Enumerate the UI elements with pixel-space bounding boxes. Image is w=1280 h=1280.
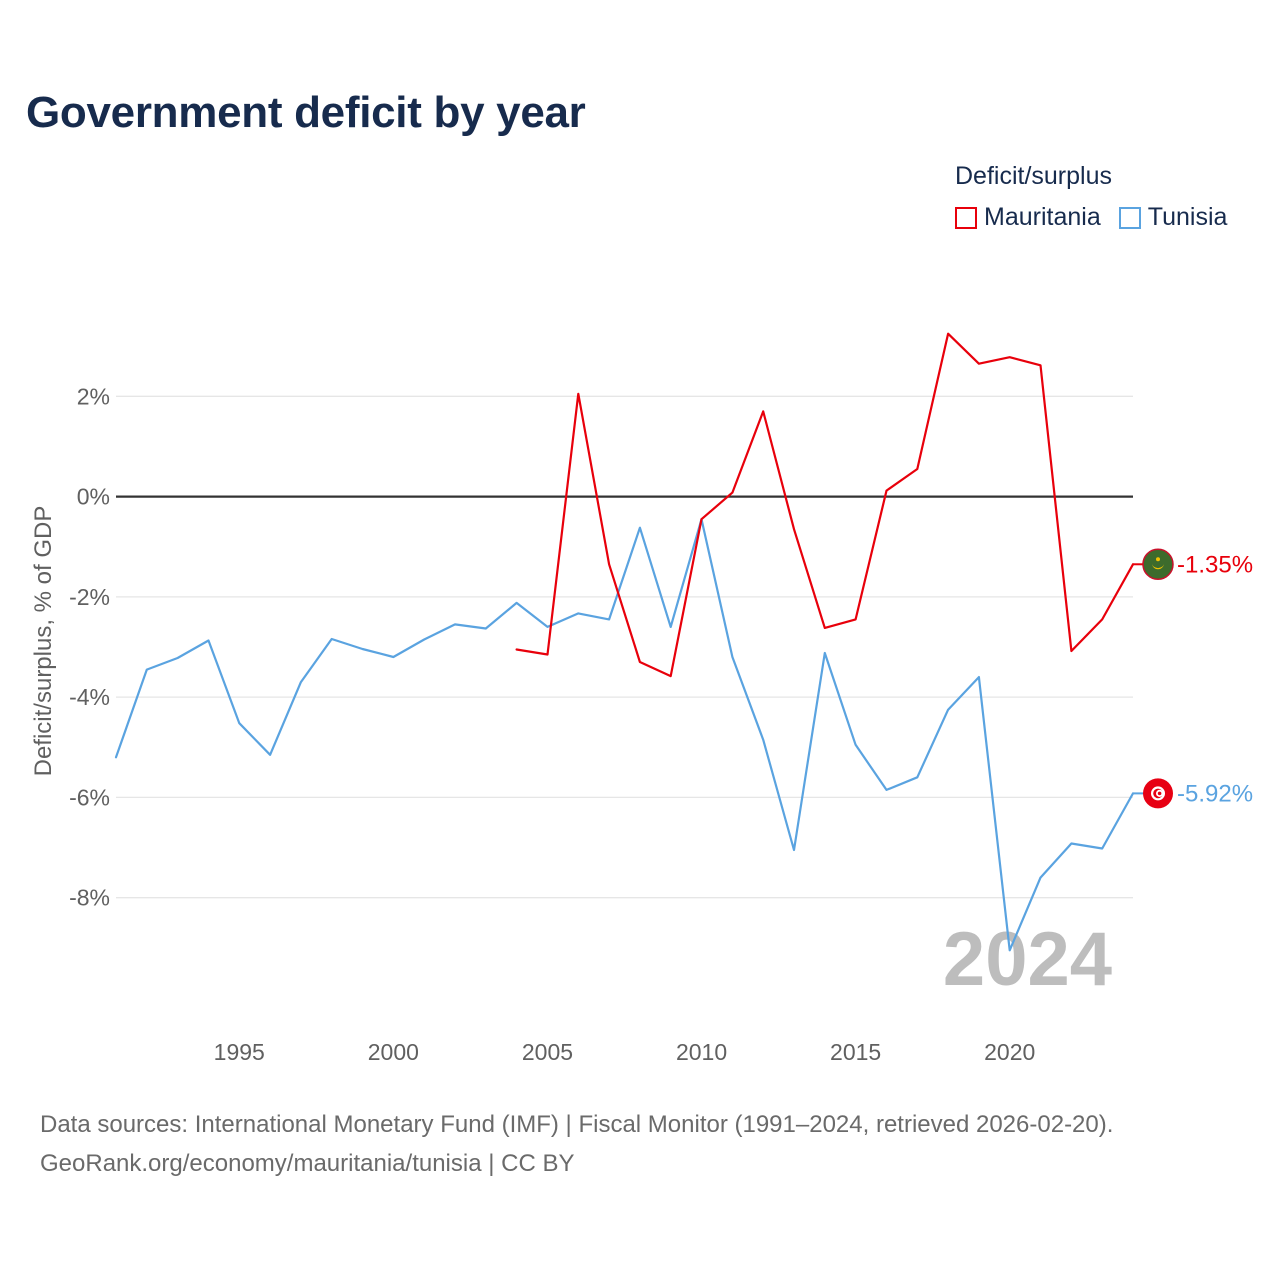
series-layer [114,332,1135,952]
flag-star [1157,791,1162,796]
flag-star [1156,557,1160,562]
source-line-1: Data sources: International Monetary Fun… [40,1111,1114,1138]
mauritania-flag-icon [1142,548,1174,581]
x-tick-label: 2015 [830,1039,881,1065]
flag-border [1142,548,1174,581]
x-tick-label: 2005 [522,1039,573,1065]
chart-title: Government deficit by year [26,88,586,137]
y-tick-label: -6% [69,784,110,810]
end-labels: -1.35% -5.92% [1133,548,1253,809]
grid-layer [116,395,1133,899]
y-tick-label: -4% [69,684,110,710]
y-tick-label: 0% [77,484,110,510]
x-axis-ticks: 1995 2000 2005 2010 2015 2020 [214,1039,1036,1065]
y-tick-label: -2% [69,584,110,610]
source-note: Data sources: International Monetary Fun… [40,1105,1113,1183]
flag-crescent [1152,563,1164,570]
legend-swatch-tunisia [1118,206,1141,229]
legend-swatch-mauritania [955,206,977,229]
flag-disc [1143,549,1173,580]
x-tick-label: 2010 [676,1039,727,1065]
y-axis-ticks: 2% 0% -2% -4% -6% -8% [69,383,110,910]
source-line-2[interactable]: GeoRank.org/economy/mauritania/tunisia |… [40,1150,575,1177]
series-line-tunisia[interactable] [114,518,1135,952]
end-value-label-tunisia: -5.92% [1177,780,1253,807]
x-tick-label: 2000 [368,1039,419,1065]
legend-item-mauritania[interactable]: Mauritania [955,203,1101,232]
x-tick-label: 2020 [984,1039,1035,1065]
series-line-mauritania[interactable] [515,332,1135,678]
end-value-label-mauritania: -1.35% [1177,551,1253,578]
year-watermark: 2024 [943,917,1112,1002]
legend: Deficit/surplus Mauritania Tunisia [955,162,1245,232]
y-axis-label: Deficit/surplus, % of GDP [30,506,57,777]
x-tick-label: 1995 [214,1039,265,1065]
tunisia-flag-icon [1143,778,1173,809]
y-tick-label: 2% [77,383,110,409]
legend-item-tunisia[interactable]: Tunisia [1118,203,1228,232]
legend-label-mauritania: Mauritania [984,203,1101,231]
y-tick-label: -8% [69,885,110,911]
legend-title: Deficit/surplus [955,162,1112,190]
legend-label-tunisia: Tunisia [1147,203,1228,231]
